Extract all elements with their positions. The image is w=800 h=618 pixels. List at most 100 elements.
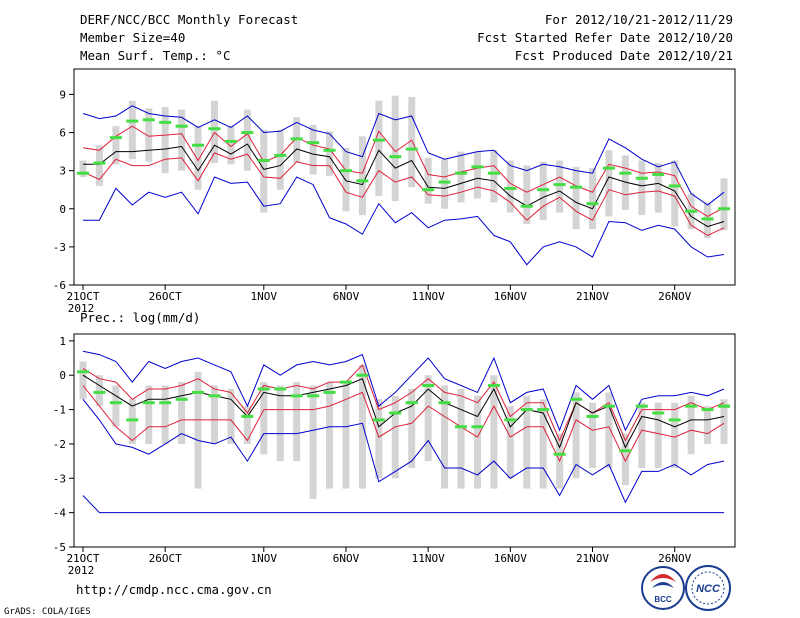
prec-median-mark — [668, 418, 681, 422]
temp-median-mark — [635, 176, 648, 180]
temp-line-min — [83, 176, 725, 266]
temp-spread-bar — [621, 155, 629, 211]
prec-y-tick-label: -5 — [53, 541, 66, 554]
prec-spread-bar — [539, 399, 547, 489]
prec-median-mark — [438, 401, 451, 405]
prec-median-mark — [339, 380, 352, 384]
temp-spread-bar — [490, 150, 498, 203]
forecast-period: For 2012/10/21-2012/11/29 — [545, 12, 733, 27]
prec-median-mark — [537, 408, 550, 412]
temp-median-mark — [504, 186, 517, 190]
temp-median-mark — [553, 183, 566, 187]
temp-median-mark — [520, 204, 533, 208]
prec-median-mark — [175, 397, 188, 401]
prec-spread-bar — [473, 395, 481, 489]
temp-median-mark — [668, 184, 681, 188]
temp-median-mark — [175, 124, 188, 128]
grads-credit: GrADS: COLA/IGES — [4, 607, 91, 617]
prec-spread-bar — [490, 375, 498, 489]
prec-median-mark — [405, 401, 418, 405]
temp-median-mark — [718, 207, 730, 211]
prec-line-max — [82, 350, 725, 432]
temp-spread-bar — [276, 129, 284, 190]
temp-x-tick-label: 1NOV — [251, 290, 278, 303]
temp-y-tick-label: -6 — [53, 279, 66, 292]
prec-x-tick-label: 16NOV — [494, 552, 527, 565]
prec-y-tick-label: -4 — [53, 507, 67, 520]
temp-x-tick-label: 16NOV — [494, 290, 527, 303]
temp-spread-bar — [654, 163, 662, 213]
prec-median-mark — [635, 404, 648, 408]
prec-median-mark — [356, 373, 369, 377]
temp-spread-bar — [441, 159, 449, 209]
prec-median-mark — [93, 390, 106, 394]
prec-x-tick-label: 21OCT — [66, 552, 99, 565]
temp-median-mark — [602, 166, 615, 170]
prec-line-mean — [82, 374, 725, 449]
temp-spread-bar — [309, 124, 317, 175]
temp-median-mark — [455, 171, 468, 175]
ncc-logo: NCC — [685, 565, 731, 611]
temp-median-mark — [405, 147, 418, 151]
temp-median-mark — [274, 153, 287, 157]
temp-spread-bar — [358, 136, 366, 216]
prec-median-mark — [208, 394, 221, 398]
prec-x-tick-label: 11NOV — [412, 552, 445, 565]
source-url[interactable]: http://cmdp.ncc.cma.gov.cn — [76, 582, 272, 597]
prec-median-mark — [159, 401, 172, 405]
prec-spread-bar — [342, 382, 350, 489]
prec-median-mark — [307, 394, 320, 398]
temp-spread-bar — [375, 100, 383, 197]
temp-spread-bar — [326, 131, 334, 176]
prec-y-tick-label: -2 — [53, 438, 66, 451]
prec-median-mark — [126, 418, 139, 422]
temp-spread-bar — [473, 151, 481, 199]
temp-median-mark — [438, 180, 451, 184]
temp-y-tick-label: 6 — [59, 127, 66, 140]
prec-line-lower — [82, 385, 725, 463]
prec-median-mark — [323, 390, 336, 394]
prec-median-mark — [602, 404, 615, 408]
temp-line-mean — [83, 143, 725, 228]
temp-line-upper — [82, 125, 725, 217]
prec-median-mark — [274, 387, 287, 391]
temp-spread-bar — [161, 107, 169, 174]
prec-spread-bar — [227, 388, 235, 444]
temp-spread-bar — [128, 100, 136, 160]
temp-median-mark — [323, 148, 336, 152]
temp-x-tick-label: 26NOV — [658, 290, 691, 303]
temp-spread-bar — [671, 160, 679, 227]
prec-spread-bar — [210, 385, 218, 444]
temp-spread-bar — [178, 109, 186, 171]
prec-spread-bar — [161, 385, 169, 444]
temp-spread-bar — [79, 160, 87, 177]
temp-spread-bar — [506, 160, 514, 213]
prec-median-mark — [586, 414, 599, 418]
temp-spread-bar — [424, 157, 432, 204]
temp-median-mark — [570, 185, 583, 189]
prec-line-upper — [82, 363, 725, 442]
temp-spread-bar — [457, 151, 465, 203]
temp-spread-bar — [589, 168, 597, 230]
prec-spread-bar — [605, 392, 613, 468]
produced-date: Fcst Produced Date 2012/10/21 — [515, 48, 733, 63]
prec-median-mark — [701, 408, 714, 412]
prec-x-tick-label: 1NOV — [251, 552, 278, 565]
prec-y-tick-label: 1 — [59, 335, 66, 348]
temp-median-mark — [471, 165, 484, 169]
start-date: Fcst Started Refer Date 2012/10/20 — [477, 30, 733, 45]
prec-median-mark — [241, 414, 254, 418]
prec-spread-bar — [145, 385, 153, 444]
temp-x-tick-label: 6NOV — [333, 290, 360, 303]
prec-median-mark — [553, 452, 566, 456]
prec-median-mark — [504, 418, 517, 422]
prec-spread-bar — [523, 395, 531, 489]
prec-spread-bar — [572, 392, 580, 479]
temp-spread-bar — [391, 95, 399, 202]
temp-median-mark — [77, 171, 89, 175]
prec-spread-bar — [95, 375, 103, 407]
temp-line-max — [82, 105, 725, 206]
prec-spread-bar — [621, 433, 629, 486]
prec-spread-bar — [293, 382, 301, 462]
